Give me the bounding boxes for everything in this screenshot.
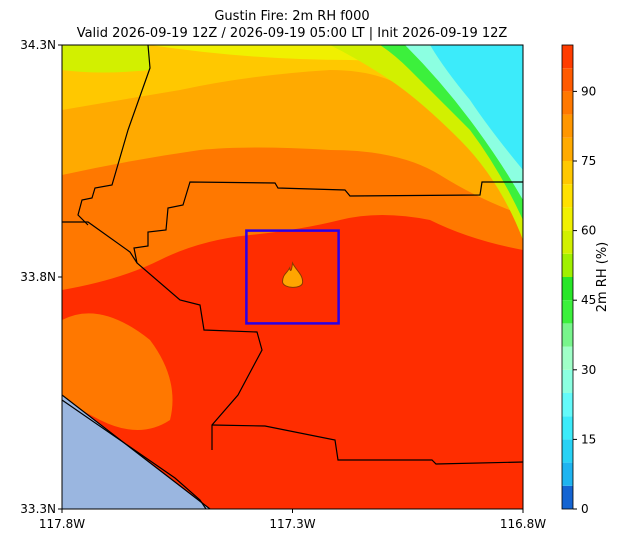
colorbar-band [562, 207, 573, 231]
x-tick-label: 116.8W [500, 517, 546, 531]
colorbar-tick-label: 15 [581, 432, 596, 446]
colorbar-band [562, 323, 573, 347]
colorbar-band [562, 137, 573, 161]
colorbar-tick-label: 75 [581, 154, 596, 168]
y-tick-label: 34.3N [20, 38, 56, 52]
colorbar-band [562, 416, 573, 440]
colorbar-band [562, 462, 573, 486]
field-band [430, 45, 523, 170]
boundaries [62, 45, 523, 509]
colorbar-band [562, 439, 573, 463]
x-tick-label: 117.8W [39, 517, 85, 531]
field-band [62, 313, 173, 430]
colorbar-band [562, 45, 573, 69]
map-subtitle: Valid 2026-09-19 12Z / 2026-09-19 05:00 … [77, 26, 508, 41]
colorbar-band [562, 485, 573, 509]
colorbar-tick-label: 30 [581, 363, 596, 377]
field-band [62, 45, 150, 73]
colorbar-tick-label: 90 [581, 84, 596, 98]
y-tick-label: 33.8N [20, 270, 56, 284]
colorbar-tick-label: 45 [581, 293, 596, 307]
colorbar-band [562, 68, 573, 92]
colorbar-tick-label: 0 [581, 502, 589, 516]
x-tick-label: 117.3W [269, 517, 315, 531]
colorbar-band [562, 277, 573, 301]
y-tick-label: 33.3N [20, 502, 56, 516]
colorbar-frame [561, 44, 574, 510]
colorbar-band [562, 184, 573, 208]
fire-box [245, 229, 340, 325]
fire-marker [281, 261, 304, 288]
map-title: Gustin Fire: 2m RH f000 [214, 9, 369, 24]
colorbar-band [562, 91, 573, 115]
colorbar-band [562, 300, 573, 324]
colorbar-label: 2m RH (%) [595, 242, 610, 313]
colorbar-band [562, 114, 573, 138]
field [62, 45, 523, 509]
colorbar-band [562, 346, 573, 370]
colorbar-band [562, 369, 573, 393]
colorbar-band [562, 393, 573, 417]
colorbar-band [562, 230, 573, 254]
colorbar-band [562, 253, 573, 277]
colorbar-tick-label: 60 [581, 224, 596, 238]
colorbar-band [562, 161, 573, 185]
